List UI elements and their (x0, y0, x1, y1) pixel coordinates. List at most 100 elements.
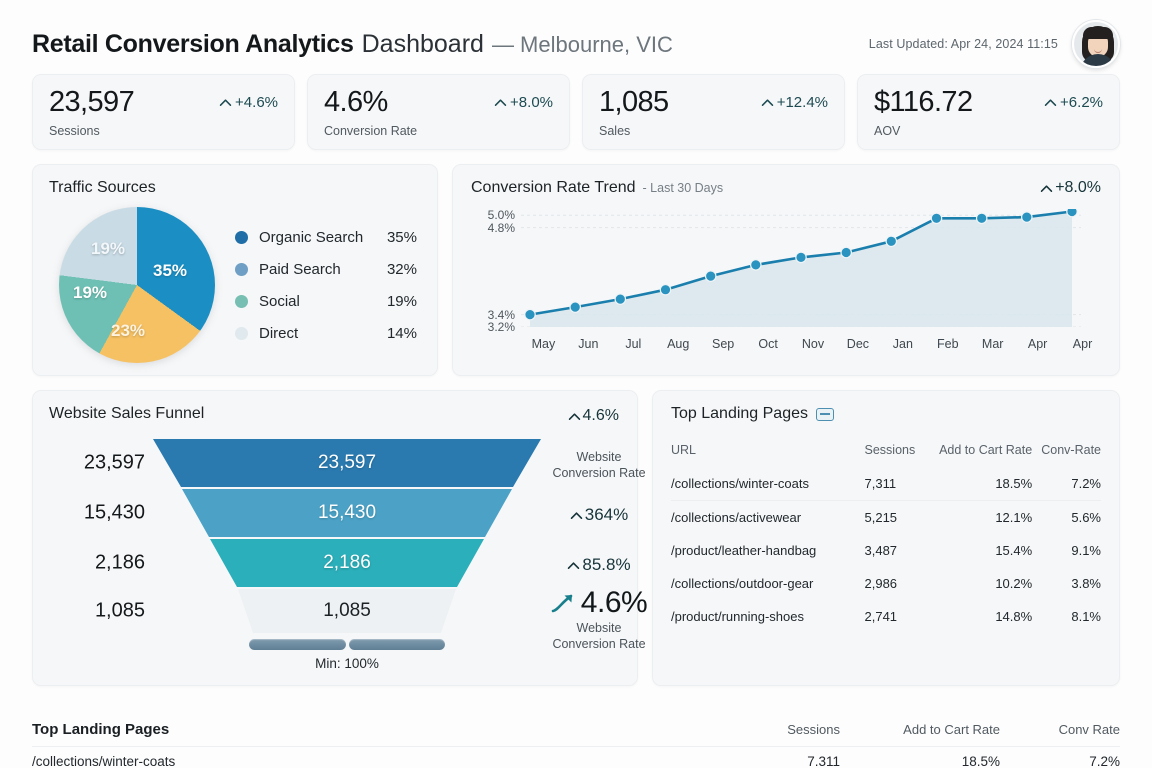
kpi-delta: +12.4% (761, 94, 828, 111)
data-point[interactable] (569, 301, 581, 313)
funnel-right-caption-1: Website Conversion Rate (539, 449, 659, 481)
column-header-conv[interactable]: Conv-Rate (1041, 443, 1101, 457)
kpi-delta: +8.0% (494, 94, 553, 111)
table-row[interactable]: /product/running-shoes 2,741 14.8% 8.1% (671, 600, 1101, 633)
kpi-card-aov[interactable]: $116.72 +6.2% AOV (857, 74, 1120, 150)
kpi-card-conversion-rate[interactable]: 4.6% +8.0% Conversion Rate (307, 74, 570, 150)
avatar[interactable] (1072, 20, 1120, 68)
avatar-body (1080, 54, 1116, 66)
table-row[interactable]: /collections/winter-coats 7,311 18.5% 7.… (671, 467, 1101, 501)
y-axis-tick: 5.0% (487, 208, 515, 223)
slider-track[interactable] (249, 639, 445, 650)
trend-chart[interactable]: 5.0% 4.8% 3.4% 3.2% May Jun Jul Aug Sep Oct Nov De… (471, 205, 1105, 365)
x-axis-tick: Sep (712, 337, 735, 351)
table-row[interactable]: /collections/activewear 5,215 12.1% 5.6% (671, 501, 1101, 535)
traffic-sources-panel: Traffic Sources 35% 23% 19% 19% Organic … (32, 164, 438, 376)
x-axis-tick: Apr (1027, 337, 1048, 351)
data-point[interactable] (704, 270, 717, 282)
strip-column-sessions[interactable]: Sessions (787, 721, 840, 737)
data-point[interactable] (975, 212, 988, 225)
chevron-up-icon (570, 511, 583, 519)
kpi-card-sessions[interactable]: 23,597 +4.6% Sessions (32, 74, 295, 150)
strip-row[interactable]: /collections/winter-coats 7.311 18.5% 7.… (32, 746, 1120, 768)
funnel-caption-line1: Website (576, 450, 622, 464)
x-axis-tick: Jan (892, 337, 913, 351)
trend-delta-text: +8.0% (1055, 179, 1101, 196)
legend-item-direct[interactable]: Direct 14% (235, 317, 421, 349)
data-point[interactable] (614, 293, 627, 305)
table-row[interactable]: /product/leather-handbag 3,487 15.4% 9.1… (671, 534, 1101, 567)
data-point[interactable] (659, 283, 672, 296)
cell-url: /collections/winter-coats (671, 467, 865, 501)
slider-segment-right[interactable] (348, 639, 445, 650)
data-point[interactable] (930, 212, 943, 225)
title-sub: Dashboard (361, 29, 484, 58)
column-header-sessions[interactable]: Sessions (864, 443, 916, 457)
cell-cart: 15.4% (995, 543, 1033, 558)
cell-sessions: 2,741 (864, 609, 898, 624)
legend-dot-icon (235, 326, 248, 340)
column-header-cart[interactable]: Add to Cart Rate (939, 443, 1033, 457)
funnel-stage-4[interactable] (238, 589, 456, 633)
legend-item-social[interactable]: Social 19% (235, 285, 421, 317)
kpi-delta-text: +4.6% (235, 94, 278, 111)
x-axis-tick: Oct (758, 337, 778, 351)
pie-slices (59, 207, 215, 363)
area-fill (530, 211, 1072, 327)
funnel-right-summary: 4.6% Website Conversion Rate (539, 586, 659, 652)
kpi-card-sales[interactable]: 1,085 +12.4% Sales (582, 74, 845, 150)
funnel-slider[interactable]: Min: 100% (153, 639, 541, 671)
slider-caption: Min: 100% (315, 656, 379, 671)
line-chart-svg (521, 205, 1081, 328)
y-axis-tick: 3.2% (487, 320, 515, 334)
legend-item-organic-search[interactable]: Organic Search 35% (235, 221, 421, 253)
slider-segment-left[interactable] (249, 639, 346, 650)
legend-item-paid-search[interactable]: Paid Search 32% (235, 253, 421, 285)
legend-dot-icon (235, 262, 248, 276)
cell-conv: 5.6% (1071, 510, 1101, 525)
minimize-icon[interactable] (816, 407, 834, 421)
avatar-smile (1094, 49, 1102, 53)
traffic-legend: Organic Search 35% Paid Search 32% Socia… (227, 221, 421, 349)
data-point[interactable] (1020, 211, 1033, 223)
table-row[interactable]: /collections/outdoor-gear 2,986 10.2% 3.… (671, 567, 1101, 600)
cell-conv: 9.1% (1071, 543, 1101, 558)
chevron-up-icon (1044, 99, 1057, 106)
avatar-face (1088, 33, 1108, 57)
kpi-value: 4.6% (324, 86, 388, 118)
funnel-stage-2[interactable] (182, 489, 512, 537)
data-point[interactable] (840, 246, 852, 259)
landing-pages-table: URL Sessions Add to Cart Rate Conv-Rate … (671, 437, 1101, 633)
funnel-chart[interactable]: 23,597 15,430 2,186 1,085 23,597 15,430 … (49, 439, 648, 671)
traffic-sources-title: Traffic Sources (49, 179, 156, 196)
pie-slice-label-direct: 19% (91, 239, 126, 258)
funnel-value-2: 15,430 (317, 502, 377, 523)
x-axis-labels: May Jun Jul Aug Sep Oct Nov Dec Jan Feb Mar Apr Apr (521, 337, 1105, 351)
strip-column-cart[interactable]: Add to Cart Rate (903, 721, 1000, 737)
column-header-url[interactable]: URL (671, 443, 697, 457)
kpi-top: $116.72 +6.2% (874, 86, 1103, 119)
strip-column-conv[interactable]: Conv Rate (1058, 721, 1120, 737)
trend-plot (521, 205, 1105, 328)
x-axis-tick: Mar (981, 337, 1004, 351)
data-point[interactable] (795, 251, 807, 264)
data-point[interactable] (750, 259, 762, 271)
pie-chart[interactable]: 35% 23% 19% 19% (49, 201, 227, 369)
data-point[interactable] (524, 308, 536, 321)
funnel-stage-1[interactable] (153, 439, 541, 487)
conversion-trend-panel: Conversion Rate Trend - Last 30 Days +8.… (452, 164, 1120, 376)
funnel-stage-3[interactable] (210, 539, 484, 587)
trend-title: Conversion Rate Trend (471, 179, 636, 196)
legend-label: Direct (259, 324, 299, 342)
data-point[interactable] (1066, 205, 1078, 218)
chevron-up-icon (568, 561, 580, 569)
x-axis-tick: Jun (578, 337, 599, 351)
kpi-label: AOV (874, 124, 901, 138)
data-point[interactable] (885, 235, 898, 248)
chevron-up-icon (219, 99, 232, 106)
cell-cart: 18.5% (937, 467, 1033, 501)
cell-conv: 8.1% (1071, 609, 1101, 624)
cell-sessions: 2,986 (864, 576, 898, 591)
cell-url: /collections/outdoor-gear (671, 576, 814, 591)
funnel-value-3: 2,186 (323, 552, 371, 573)
